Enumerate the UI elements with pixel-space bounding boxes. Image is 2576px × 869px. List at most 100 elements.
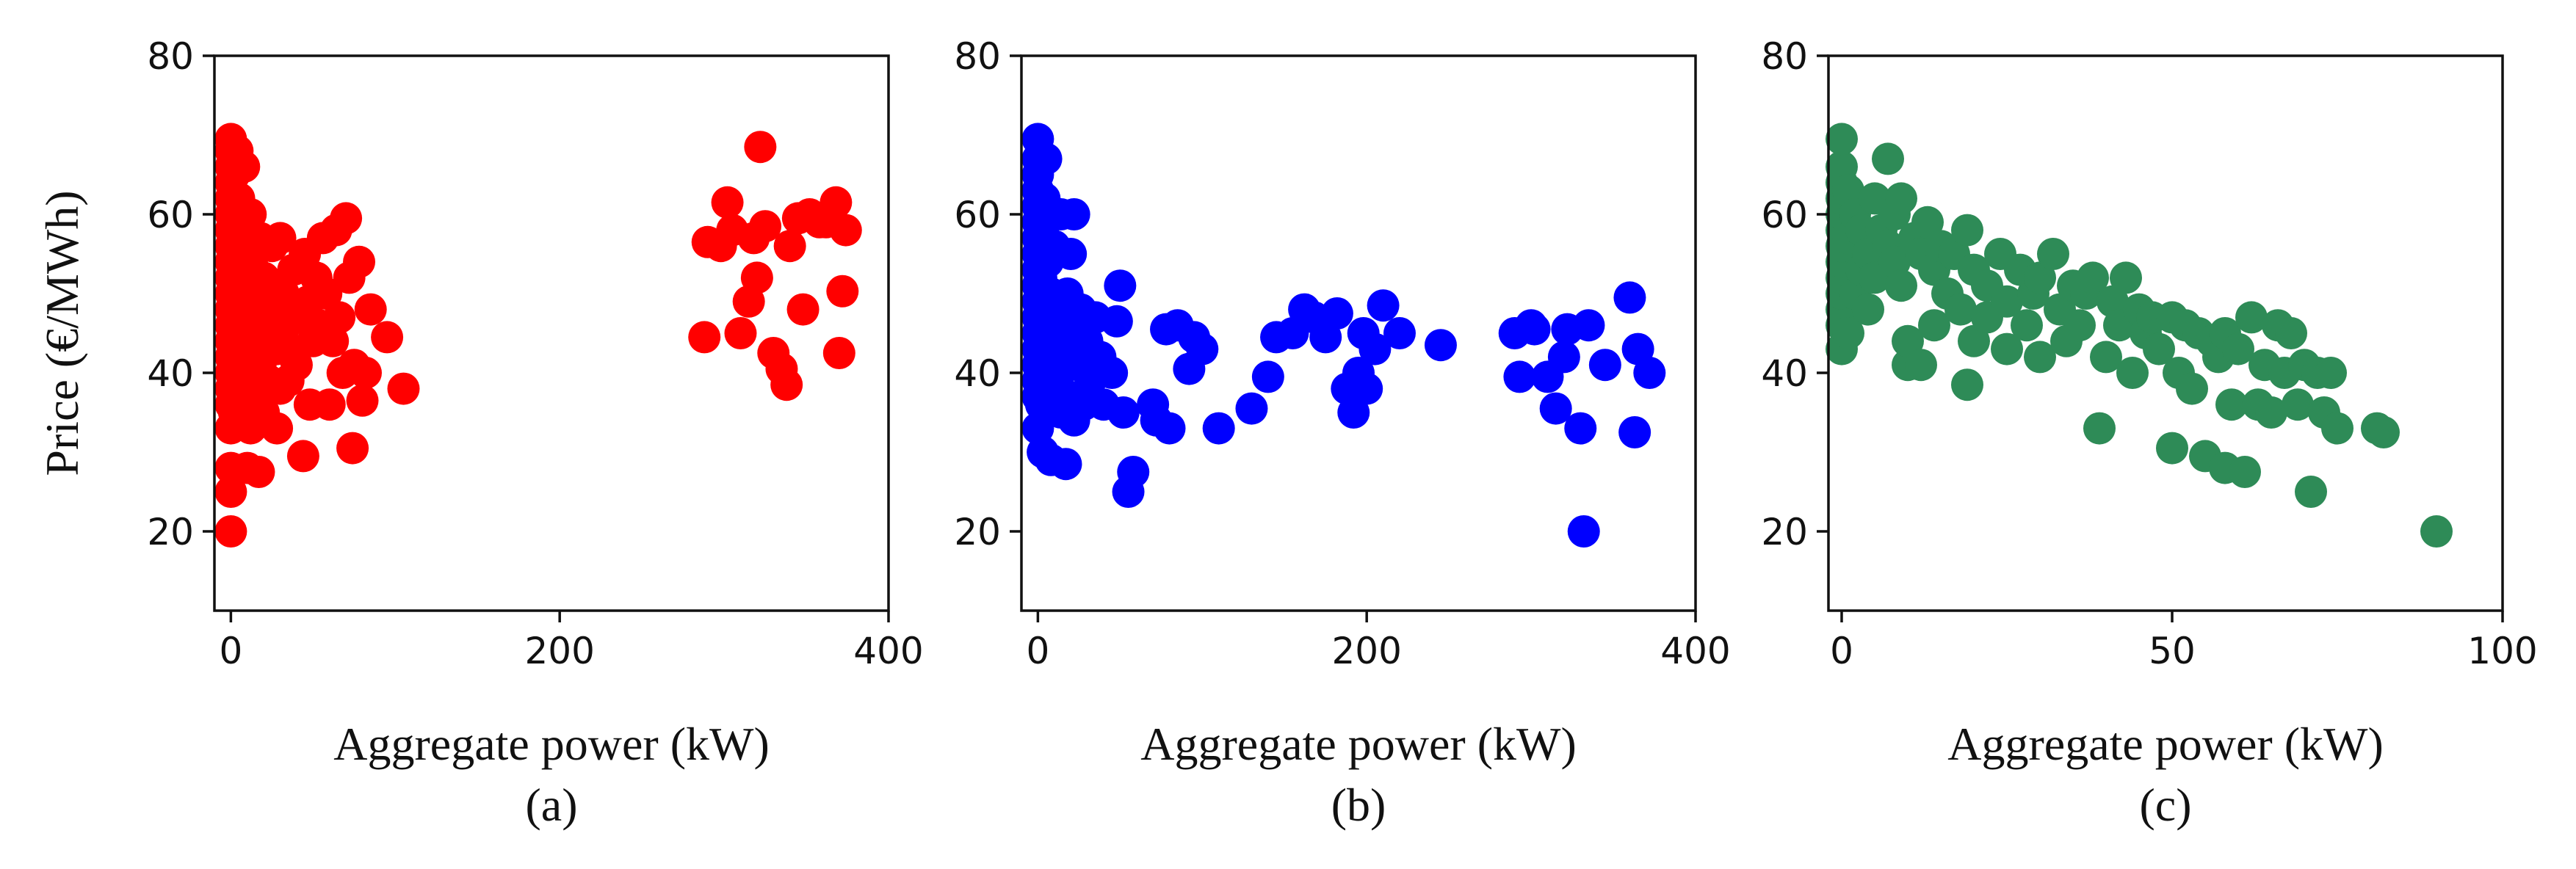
data-point [310,277,343,310]
data-point [1564,412,1597,445]
data-point [1350,372,1383,405]
data-point [336,432,369,465]
data-point [1885,182,1917,215]
x-tick-label: 100 [2467,630,2537,672]
x-tick-label: 0 [219,630,242,672]
x-tick-label: 0 [1830,630,1853,672]
data-point [346,384,379,417]
data-point [228,150,261,183]
data-point [1186,332,1219,366]
x-axis-label: Aggregate power (kW) [333,718,770,770]
data-point [1539,392,1572,425]
y-tick-label: 80 [147,35,194,78]
y-tick-label: 20 [147,511,194,553]
data-point [1944,293,1977,326]
scatter-panel-2: 0 200 400 20 40 60 80 Aggregate power (kW) (b) [954,35,1730,831]
data-point [1911,206,1944,239]
data-point [1096,357,1129,389]
data-point [1588,349,1621,382]
data-point [1991,285,2023,318]
data-point [2037,238,2069,270]
data-point [740,261,773,294]
data-point [1320,297,1353,330]
y-tick-label: 80 [954,35,1001,78]
plot-frame [1020,54,1697,612]
data-points [214,123,862,548]
x-tick-label: 400 [853,630,923,672]
data-point [1100,305,1133,338]
data-point [2063,309,2096,342]
data-point [2367,416,2400,448]
scatter-panel-3: 0 50 100 20 40 60 80 Aggregate power (kW) (c) [1761,35,2537,831]
x-tick-label: 200 [524,630,594,672]
y-tick-label: 20 [1761,511,1808,553]
data-point [323,301,356,334]
data-point [2255,396,2287,429]
data-point [2315,357,2347,389]
x-axis-label: Aggregate power (kW) [1947,718,2384,770]
y-tick-label: 60 [954,194,1001,236]
data-point [286,440,319,473]
data-point [1958,324,1990,357]
data-points [1021,123,1666,548]
data-point [688,321,721,354]
data-point [1905,349,1937,382]
data-point [1951,214,1983,247]
data-point [1633,357,1666,389]
data-point [330,202,363,235]
data-point [280,349,313,382]
data-point [2295,476,2327,508]
y-tick-label: 20 [954,511,1001,553]
data-point [313,388,346,421]
x-tick-label: 200 [1331,630,1401,672]
data-point [354,293,387,326]
data-point [242,456,275,488]
data-point [822,337,855,369]
y-tick-label: 60 [147,194,194,236]
data-point [1054,238,1088,270]
data-point [2321,412,2354,445]
scatter-panel-1: 0 200 400 20 40 60 80 Aggregate power (kW) (a) Pr… [36,35,924,831]
data-point [1991,332,2023,366]
data-point [371,321,404,354]
data-point [1251,360,1284,393]
data-point [1030,142,1063,175]
data-point [1383,317,1416,349]
data-point [2235,301,2268,334]
data-point [1367,289,1400,322]
data-point [1547,341,1580,374]
data-point [1852,293,1884,326]
data-point [1503,360,1536,393]
data-point [2215,388,2248,421]
panel-label: (c) [2139,779,2191,831]
data-point [387,372,420,405]
data-point [2275,317,2307,349]
data-point [2116,357,2149,389]
data-point [724,317,757,349]
data-point [1892,324,1924,357]
data-point [1107,396,1140,429]
data-point [1567,515,1600,548]
data-point [786,293,820,326]
data-point [1057,198,1090,230]
data-point [2176,372,2208,405]
data-point [2024,341,2056,374]
data-point [349,357,382,389]
data-point [261,412,294,445]
data-point [2143,332,2175,366]
data-point [264,222,297,255]
x-tick-label: 50 [2149,630,2196,672]
data-point [1337,396,1370,429]
data-point [1826,123,1858,156]
data-point [343,245,376,278]
data-point [770,368,803,401]
plot-frame [1827,54,2504,612]
data-point [2282,388,2314,421]
data-point [711,186,744,219]
panel-label: (b) [1331,779,1386,831]
y-axis-label: Price (€/MWh) [36,190,88,476]
data-point [744,131,777,164]
data-point [2420,515,2453,548]
x-tick-label: 0 [1026,630,1049,672]
